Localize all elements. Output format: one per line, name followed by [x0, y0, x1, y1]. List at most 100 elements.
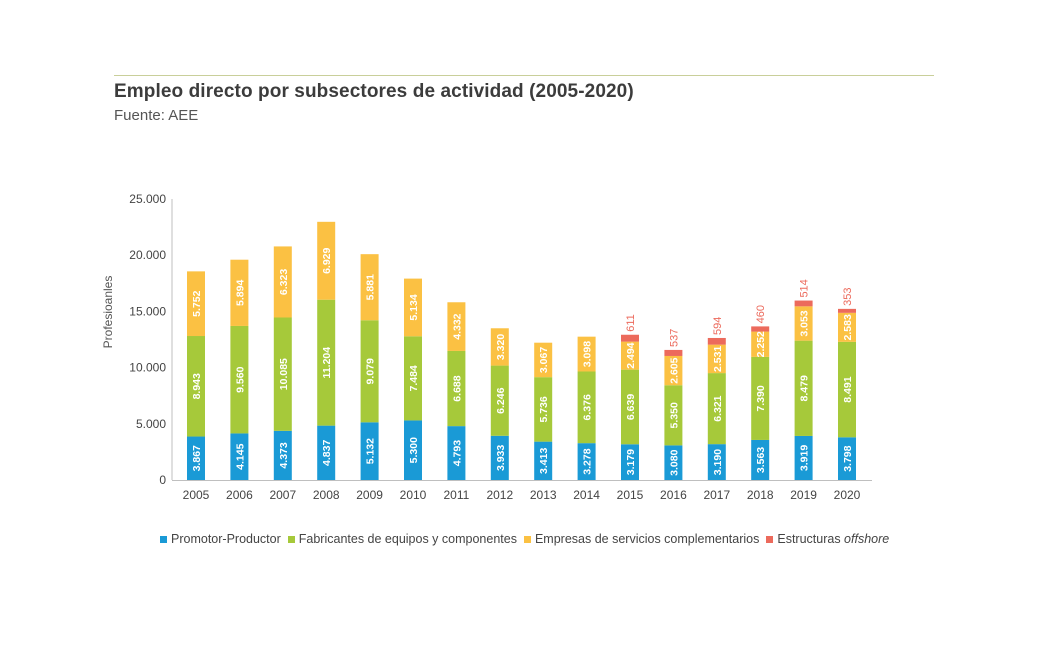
- bar-segment: [621, 444, 639, 480]
- bar-segment: [794, 340, 813, 436]
- bar-segment: [187, 271, 205, 337]
- data-label: 6.321: [712, 395, 724, 421]
- y-axis: 0 5.000 10.000 15.000 20.000 25.000: [129, 192, 173, 487]
- bar-segment: [230, 259, 249, 326]
- bar-segment: [751, 326, 770, 332]
- x-tick-label: 2018: [747, 488, 774, 502]
- data-label: 5.736: [538, 396, 550, 422]
- data-label: 9.079: [365, 358, 377, 384]
- bar-segment: [707, 337, 726, 345]
- legend-label: Fabricantes de equipos y componentes: [298, 532, 517, 546]
- bar-segment: [621, 334, 639, 342]
- data-label: 3.190: [712, 449, 724, 475]
- data-label: 8.943: [191, 373, 203, 399]
- bar-segment: [360, 422, 379, 480]
- data-label: 3.320: [495, 334, 507, 360]
- data-label: 3.179: [625, 449, 637, 475]
- legend-label-italic: offshore: [844, 532, 890, 546]
- data-label: 3.098: [582, 341, 594, 367]
- bar-segment: [490, 435, 509, 480]
- data-label: 594: [712, 317, 724, 335]
- legend-item-fabricantes: Fabricantes de equipos y componentes: [287, 532, 517, 546]
- bar-segment: [751, 439, 770, 480]
- data-labels-group: 3.867 8.943 5.752 4.145 9.560 5.894 4.373 10.08…: [191, 247, 854, 475]
- data-label: 11.204: [321, 347, 333, 379]
- data-label: 6.639: [625, 394, 637, 420]
- data-label: 6.323: [278, 269, 290, 295]
- y-tick-label: 0: [159, 473, 166, 487]
- data-label: 3.563: [755, 447, 767, 473]
- data-label: 5.134: [408, 294, 420, 320]
- bar-segment: [707, 444, 726, 480]
- bar-segment: [447, 302, 466, 351]
- data-label: 6.929: [321, 247, 333, 273]
- x-tick-label: 2005: [183, 488, 210, 502]
- data-label: 2.494: [625, 342, 637, 368]
- bar-segment: [317, 299, 336, 426]
- data-label: 5.881: [365, 274, 377, 300]
- data-label: 5.894: [234, 280, 246, 306]
- data-label: 10.085: [278, 358, 290, 390]
- bar-segment: [621, 369, 639, 445]
- bar-segment: [751, 331, 770, 357]
- data-label: 3.919: [799, 445, 811, 471]
- chart-title: Empleo directo por subsectores de activi…: [114, 81, 634, 102]
- bar-segment: [404, 420, 422, 480]
- legend-swatch: [523, 535, 531, 543]
- bar-segment: [230, 433, 249, 480]
- data-label: 5.350: [668, 402, 680, 428]
- legend-label-prefix: Estructuras: [777, 532, 845, 546]
- bar-segment: [707, 373, 726, 445]
- data-label: 2.531: [712, 346, 724, 372]
- data-label: 9.560: [234, 366, 246, 392]
- data-label: 611: [625, 314, 637, 332]
- x-axis: 2005 2006 2007 2008 2009 2010 2011 2012 2013 2014…: [172, 480, 872, 502]
- x-tick-label: 2008: [313, 488, 340, 502]
- data-label: 8.491: [842, 376, 854, 402]
- bar-segment: [447, 426, 466, 480]
- data-label: 5.300: [408, 437, 420, 463]
- legend-item-offshore: Estructuras offshore: [766, 532, 889, 546]
- bar-segment: [794, 435, 813, 480]
- data-label: 4.837: [321, 440, 333, 466]
- data-label: 3.080: [668, 449, 680, 475]
- bar-segment: [534, 377, 553, 442]
- bar-segment: [317, 425, 336, 480]
- chart-source: Fuente: AEE: [114, 107, 199, 124]
- data-label: 4.373: [278, 442, 290, 468]
- legend-swatch: [160, 535, 167, 543]
- bar-segment: [664, 349, 683, 356]
- data-label: 3.413: [538, 448, 550, 474]
- legend-swatch: [766, 535, 774, 543]
- bar-segment: [621, 341, 639, 370]
- bar-segment: [447, 350, 466, 427]
- bar-segment: [360, 254, 379, 321]
- bar-segment: [187, 436, 205, 480]
- bar-segment: [187, 336, 205, 437]
- data-label: 2.252: [755, 331, 767, 357]
- x-tick-label: 2017: [703, 488, 730, 502]
- bar-segment: [273, 430, 292, 480]
- y-tick-label: 5.000: [136, 417, 166, 431]
- y-tick-label: 20.000: [129, 248, 166, 262]
- x-tick-label: 2009: [356, 488, 383, 502]
- bar-segment: [404, 336, 422, 421]
- bar-segment: [230, 325, 249, 434]
- legend-label: Promotor-Productor: [171, 532, 281, 546]
- data-label: 6.688: [451, 375, 463, 401]
- data-label: 3.067: [538, 347, 550, 373]
- data-label: 537: [668, 329, 680, 347]
- x-tick-label: 2012: [486, 488, 513, 502]
- x-tick-label: 2011: [443, 488, 469, 502]
- bar-segment: [838, 308, 856, 313]
- data-label: 4.332: [451, 313, 463, 339]
- x-tick-label: 2007: [269, 488, 296, 502]
- bar-segment: [838, 341, 856, 438]
- x-tick-label: 2016: [660, 488, 687, 502]
- bar-segment: [707, 344, 726, 374]
- data-label: 8.479: [799, 375, 811, 401]
- legend: Promotor-Productor Fabricantes de equipo…: [160, 532, 896, 546]
- data-label: 3.867: [191, 445, 203, 471]
